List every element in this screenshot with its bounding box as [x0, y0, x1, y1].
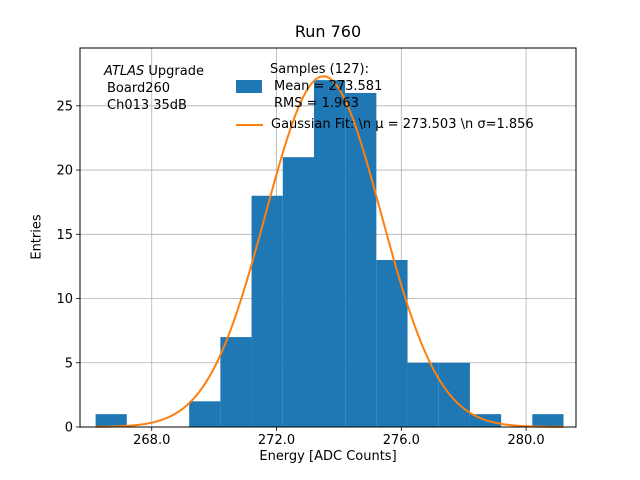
histogram-bar [345, 92, 377, 428]
gaussian-fit-curve [95, 75, 564, 428]
chart-title: Run 760 [294, 22, 362, 41]
gaussian-fit-label: Gaussian Fit: \n μ = 273.503 \n σ=1.856 [271, 117, 534, 132]
histogram-bar [189, 401, 221, 427]
rms-label: RMS = 1.963 [274, 96, 359, 111]
upgrade-label: Upgrade [144, 64, 204, 79]
y-tick-label: 25 [56, 99, 73, 114]
histogram-bar [532, 414, 564, 427]
samples-count-label: Samples (127): [270, 62, 369, 77]
x-tick-label: 276.0 [383, 433, 420, 448]
legend-gaussian-entry: Gaussian Fit: \n μ = 273.503 \n σ=1.856 [236, 116, 534, 133]
histogram-bar [407, 362, 439, 427]
x-tick-label: 272.0 [258, 433, 295, 448]
y-tick-label: 5 [65, 356, 73, 371]
histogram-bar [313, 80, 346, 427]
gaussian-legend-line [236, 123, 263, 126]
histogram-bar [282, 157, 314, 428]
y-tick-label: 10 [56, 292, 73, 307]
x-axis-label: Energy [ADC Counts] [259, 449, 397, 464]
atlas-label: ATLAS [104, 64, 145, 79]
annotation-line-3: Ch013 35dB [107, 98, 187, 113]
y-axis-label: Entries [29, 214, 45, 260]
annotation-line-1: ATLAS Upgrade [104, 63, 204, 80]
legend: Samples (127): Mean = 273.581 RMS = 1.96… [236, 61, 534, 133]
x-tick-label: 280.0 [507, 433, 544, 448]
legend-samples-entry: Samples (127): Mean = 273.581 RMS = 1.96… [236, 61, 534, 112]
histogram-bar [251, 195, 283, 427]
histogram-bar [376, 259, 408, 427]
annotation-line-2: Board260 [107, 81, 171, 96]
y-tick-label: 0 [65, 421, 73, 436]
mean-label: Mean = 273.581 [274, 79, 383, 94]
histogram-bar [220, 337, 252, 427]
x-tick-label: 268.0 [133, 433, 170, 448]
legend-samples-text: Samples (127): Mean = 273.581 RMS = 1.96… [270, 61, 382, 112]
y-tick-label: 15 [56, 228, 73, 243]
axes-frame [79, 47, 577, 428]
histogram-bar [95, 414, 127, 427]
y-tick-label: 20 [56, 164, 73, 179]
histogram-legend-swatch [236, 80, 262, 93]
histogram-bar [438, 362, 470, 427]
annotation-block: ATLAS Upgrade Board260 Ch013 35dB [104, 63, 204, 114]
